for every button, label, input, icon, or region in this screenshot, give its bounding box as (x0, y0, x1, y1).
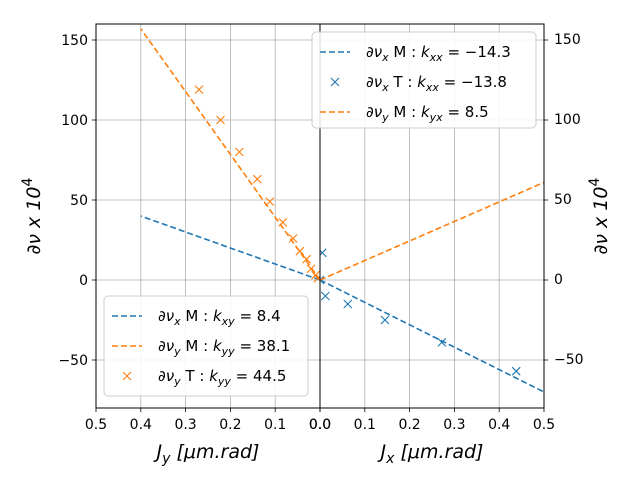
legends: ∂νx M : kxx = −14.3 ∂νx T : kxx = −13.8 ∂ν… (103, 31, 537, 397)
dashed-fit-line (140, 215, 320, 281)
right-x-tick-label: 0.4 (488, 417, 510, 433)
right-y-tick-label: 100 (554, 112, 581, 128)
right-x-tick-label: 0.1 (354, 417, 376, 433)
x-marker-point (216, 115, 225, 125)
legend-marker-swatch (330, 77, 340, 87)
x-marker-point (343, 299, 353, 309)
legend-entry-label: ∂νx M : kxx = −14.3 (366, 43, 511, 64)
right-x-tick-label: 0.3 (443, 417, 465, 433)
x-marker-point (320, 291, 330, 301)
x-marker-point (320, 248, 327, 258)
left-x-tick-label: 0.3 (174, 417, 196, 433)
series-group (320, 181, 544, 281)
right-y-tick-label: 0 (554, 272, 563, 288)
x-marker-point (511, 366, 521, 376)
right-y-axis-title: ∂ν x 104 (587, 177, 612, 254)
right-x-tick-label: 0.0 (309, 417, 331, 433)
left-y-tick-label: 0 (79, 273, 88, 289)
left-y-tick-label: 150 (61, 33, 88, 49)
legend-frame (103, 295, 309, 397)
tick-labels: 0.5 0.4 0.3 0.2 0.1 0.00.0 0.1 0.2 0.3 0.4 0.5−500… (58, 32, 583, 433)
data-series (140, 28, 544, 393)
x-marker-point (437, 338, 447, 347)
legend-entry-label: ∂νy M : kyy = 38.1 (158, 337, 290, 358)
x-marker-point (320, 275, 325, 285)
plot-frames (95, 23, 545, 409)
series-group (140, 215, 320, 281)
x-marker-point (380, 315, 390, 325)
series-group (140, 28, 320, 281)
series-group (320, 248, 521, 376)
x-marker-point (252, 174, 262, 184)
x-marker-point (306, 264, 316, 274)
left-x-axis-title: Jy [μm.rad] (153, 441, 260, 467)
legend-box: ∂νx M : kxy = 8.4 ∂νy M : kyy = 38.1 ∂νy T… (103, 295, 309, 397)
tick-marks (92, 39, 548, 412)
legend-marker-swatch (122, 371, 132, 381)
left-y-tick-label: 100 (61, 113, 88, 129)
series-group (320, 279, 544, 393)
x-marker-point (302, 254, 311, 264)
left-x-tick-label: 0.5 (85, 417, 107, 433)
legend-entry-label: ∂νy M : kyx = 8.5 (366, 103, 489, 124)
legend-box: ∂νx M : kxx = −14.3 ∂νx T : kxx = −13.8 ∂ν… (311, 31, 537, 129)
x-marker-point (234, 147, 244, 157)
right-x-tick-label: 0.5 (533, 417, 555, 433)
right-plot-frame (319, 23, 545, 409)
legend-entry-label: ∂νx M : kxy = 8.4 (158, 307, 281, 328)
legend-entry-label: ∂νx T : kxx = −13.8 (366, 73, 507, 94)
dashed-fit-line (320, 181, 544, 281)
x-marker-point (288, 234, 298, 243)
left-y-tick-label: 50 (70, 193, 88, 209)
axis-titles: Jy [μm.rad] Jx [μm.rad] ∂ν x 104 ∂ν x 104 (20, 177, 612, 467)
left-x-tick-label: 0.1 (264, 417, 286, 433)
x-marker-point (295, 246, 305, 256)
series-group (194, 85, 320, 283)
legend-entry-label: ∂νy T : kyy = 44.5 (158, 367, 286, 388)
x-marker-point (313, 274, 320, 283)
left-x-tick-label: 0.2 (219, 417, 241, 433)
x-marker-point (194, 85, 204, 94)
right-y-tick-label: 150 (554, 32, 581, 48)
right-y-tick-label: 50 (554, 192, 572, 208)
right-x-tick-label: 0.2 (398, 417, 420, 433)
x-marker-point (265, 197, 275, 206)
left-y-axis-title: ∂ν x 104 (20, 177, 45, 254)
legend-frame (311, 31, 537, 129)
dashed-fit-line (320, 279, 544, 393)
left-x-tick-label: 0.0 (309, 417, 331, 433)
right-y-tick-label: −50 (554, 352, 584, 368)
left-x-tick-label: 0.4 (130, 417, 152, 433)
right-x-axis-title: Jx [μm.rad] (377, 441, 484, 467)
left-y-tick-label: −50 (58, 353, 88, 369)
dashed-fit-line (140, 28, 320, 281)
x-marker-point (278, 218, 288, 227)
